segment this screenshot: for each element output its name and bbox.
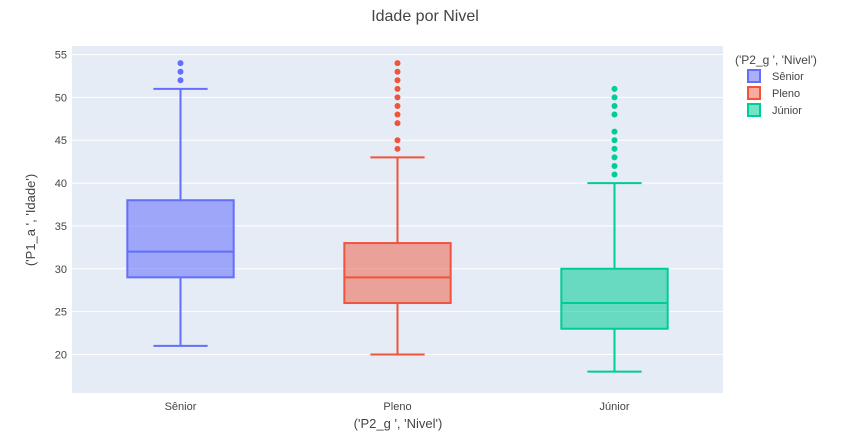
- outlier-point: [611, 137, 618, 144]
- y-tick-label: 25: [55, 307, 67, 319]
- legend-label: Sênior: [772, 71, 804, 83]
- outlier-point: [394, 145, 401, 152]
- outlier-point: [611, 85, 618, 92]
- y-tick-label: 45: [55, 135, 67, 147]
- legend-swatch: [747, 103, 761, 117]
- outlier-point: [611, 162, 618, 169]
- outlier-point: [394, 60, 401, 67]
- outlier-point: [394, 94, 401, 101]
- y-tick-label: 20: [55, 349, 67, 361]
- legend-title: ('P2_g ', 'Nivel'): [735, 53, 817, 67]
- y-tick-label: 30: [55, 264, 67, 276]
- y-tick-label: 55: [55, 50, 67, 62]
- legend-label: Pleno: [772, 88, 800, 100]
- chart-title: Idade por Nivel: [371, 8, 479, 25]
- outlier-point: [394, 85, 401, 92]
- outlier-point: [611, 128, 618, 135]
- outlier-point: [394, 111, 401, 118]
- interquartile-box: [126, 199, 235, 279]
- outlier-point: [177, 60, 184, 67]
- outlier-point: [611, 111, 618, 118]
- outlier-point: [394, 102, 401, 109]
- outlier-point: [611, 94, 618, 101]
- y-axis-ticks: 20 25 30 35 40 45 50 55: [55, 50, 67, 362]
- y-axis-title: ('P1_a ', 'Idade'): [23, 174, 38, 266]
- outlier-point: [611, 171, 618, 178]
- x-tick-label: Sênior: [165, 401, 197, 413]
- legend-label: Júnior: [772, 105, 802, 117]
- box-pleno: [343, 60, 452, 356]
- box-series: [126, 60, 669, 373]
- outlier-point: [611, 102, 618, 109]
- x-axis-ticks: Sênior Pleno Júnior: [165, 401, 630, 413]
- outlier-point: [611, 154, 618, 161]
- legend-swatch: [747, 86, 761, 100]
- interquartile-box: [343, 242, 452, 305]
- outlier-point: [394, 120, 401, 127]
- outlier-point: [394, 77, 401, 84]
- legend-swatch: [747, 69, 761, 83]
- legend-items: Sênior Pleno Júnior: [747, 69, 804, 117]
- outlier-point: [177, 68, 184, 75]
- x-axis-title: ('P2_g ', 'Nivel'): [354, 416, 443, 431]
- outlier-point: [177, 77, 184, 84]
- interquartile-box: [560, 267, 669, 330]
- x-tick-label: Pleno: [383, 401, 411, 413]
- y-tick-label: 35: [55, 221, 67, 233]
- x-tick-label: Júnior: [600, 401, 630, 413]
- outlier-point: [394, 68, 401, 75]
- y-tick-label: 50: [55, 92, 67, 104]
- y-tick-label: 40: [55, 178, 67, 190]
- box-junior: [560, 85, 669, 373]
- box-senior: [126, 60, 235, 347]
- outlier-point: [611, 145, 618, 152]
- legend[interactable]: ('P2_g ', 'Nivel') Sênior Pleno Júnior: [735, 53, 817, 117]
- outlier-point: [394, 137, 401, 144]
